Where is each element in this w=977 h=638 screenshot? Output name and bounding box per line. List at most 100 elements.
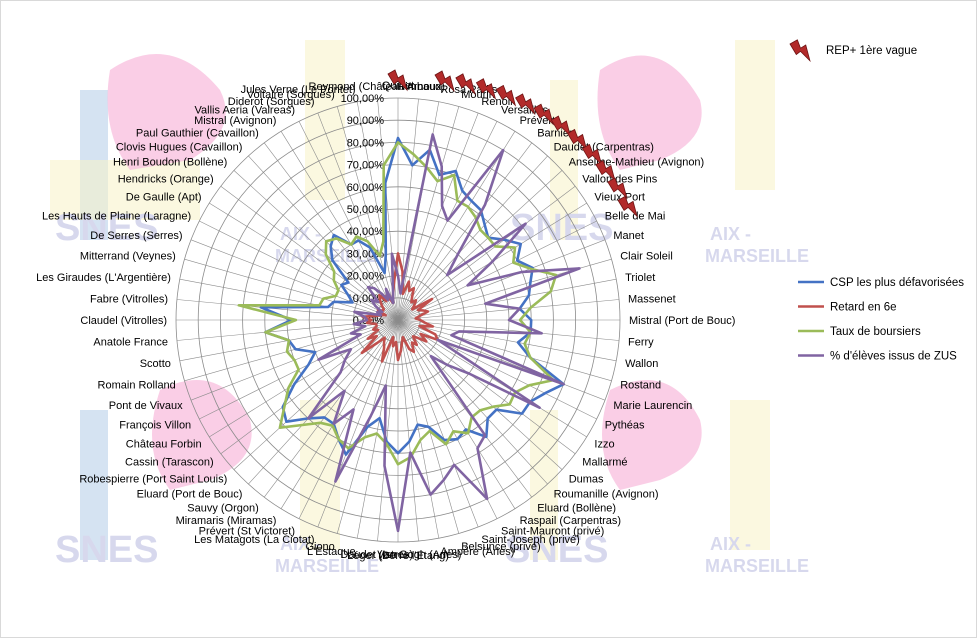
legend-item-label: Retard en 6e <box>830 302 897 314</box>
category-label: Mourin <box>461 89 495 101</box>
grid-spoke <box>233 319 399 470</box>
lightning-icon <box>550 115 572 138</box>
grid-spoke <box>397 319 533 498</box>
category-label: Clovis Hugues (Cavaillon) <box>116 141 243 153</box>
category-label: Rostand <box>620 379 661 391</box>
category-label: Wallon <box>625 358 658 370</box>
watermark-org: SNES <box>505 529 608 571</box>
grid-spoke <box>220 185 399 321</box>
tick-label: 60,00% <box>347 182 385 194</box>
grid-spoke <box>397 319 419 542</box>
grid-spoke <box>209 319 399 438</box>
category-label: Hendricks (Orange) <box>118 173 214 185</box>
tick-label: 90,00% <box>347 115 385 127</box>
category-label: Marie Laurencin <box>613 400 692 412</box>
category-label: Scotto <box>140 358 171 370</box>
lightning-icon <box>595 160 616 182</box>
grid-spoke <box>397 319 548 485</box>
category-label: Vallon des Pins <box>582 173 658 185</box>
lightning-icon <box>789 39 811 63</box>
tick-label: 80,00% <box>347 137 385 149</box>
category-label: Massenet <box>628 293 676 305</box>
category-label: Mistral (Port de Bouc) <box>629 315 735 327</box>
watermark-region-line2: MARSEILLE <box>705 246 809 266</box>
category-label: Fabre (Vitrolles) <box>90 293 168 305</box>
category-label: Mallarmé <box>582 457 627 469</box>
watermark-tile: SNES AIX - MARSEILLE <box>55 380 379 576</box>
lightning-icon <box>495 84 517 107</box>
grid-spoke <box>397 131 516 321</box>
category-label: Giono <box>305 541 334 553</box>
grid-spoke <box>298 319 399 519</box>
lightning-icon <box>455 73 476 96</box>
series-line <box>306 133 581 533</box>
category-label: Les Hauts de Plaine (Laragne) <box>42 210 191 222</box>
watermark-region-line1: AIX - <box>280 534 321 554</box>
lightning-icon <box>567 128 588 151</box>
grid-spoke <box>397 319 479 528</box>
watermark-tile: SNES AIX - MARSEILLE <box>505 380 809 576</box>
grid-spoke <box>317 112 399 321</box>
legend-item-label: % d'élèves issus de ZUS <box>830 351 957 363</box>
watermark-region-line2: MARSEILLE <box>275 556 379 576</box>
watermark-org: SNES <box>55 529 158 571</box>
category-label: Mistral (Avignon) <box>194 115 276 127</box>
grid-spoke <box>209 202 399 321</box>
category-label: Saint-Joseph (privé) <box>481 534 579 546</box>
category-label: Mitterrand (Veynes) <box>80 251 176 263</box>
grid-spoke <box>397 319 612 382</box>
category-label: Voltaire (Sorgues) <box>247 89 335 101</box>
tick-label: 50,00% <box>347 204 385 216</box>
grid-spoke <box>397 319 587 438</box>
tick-label: 20,00% <box>347 271 385 283</box>
tick-label: 40,00% <box>347 226 385 238</box>
category-label: Eluard (Bollène) <box>537 503 616 515</box>
category-label: Van Gogh (Arles) <box>377 549 461 561</box>
lightning-icon <box>581 143 603 166</box>
grid-spoke <box>220 319 399 455</box>
watermark-region-line2: MARSEILLE <box>705 556 809 576</box>
grid-spoke <box>184 319 399 382</box>
grid-spoke <box>280 319 399 509</box>
category-label: Izzo <box>594 439 614 451</box>
watermark-org: SNES <box>55 207 158 249</box>
category-label: Ampère (Arles) <box>440 546 514 558</box>
grid-spoke <box>199 220 399 321</box>
category-label: Renoir <box>481 96 514 108</box>
lightning-icon <box>387 69 408 92</box>
grid-spoke <box>248 319 399 485</box>
grid-spoke <box>397 185 576 321</box>
category-label: Anselme-Mathieu (Avignon) <box>569 157 705 169</box>
grid-spoke <box>397 319 620 341</box>
grid-spoke <box>397 319 617 362</box>
grid-spoke <box>397 155 548 321</box>
category-label: Pythéas <box>605 420 645 432</box>
category-label: Ferry <box>628 337 654 349</box>
grid-spoke <box>377 319 399 542</box>
category-label: Anatole France <box>93 337 168 349</box>
category-label: De Gaulle (Apt) <box>126 191 202 203</box>
lightning-icon <box>607 177 628 200</box>
grid-spoke <box>397 112 479 321</box>
category-label: De Serres (Serres) <box>90 230 182 242</box>
grid-spoke <box>397 319 597 420</box>
rep-plus-markers <box>387 69 638 218</box>
category-label: Roumanille (Avignon) <box>554 489 659 501</box>
grid-spoke <box>298 121 399 321</box>
category-label: Jules Verne (Le Pontet) <box>241 84 356 96</box>
legend-rep-plus-label: REP+ 1ère vague <box>826 45 917 57</box>
grid-spoke <box>397 239 606 321</box>
category-label: Daudet (Carpentras) <box>554 141 654 153</box>
lightning-icon <box>617 195 638 218</box>
category-label: Pont de Vivaux <box>109 400 183 412</box>
grid-spoke <box>397 170 563 321</box>
grid-spoke <box>397 299 620 321</box>
grid-spoke <box>176 319 399 341</box>
category-label: Prévert (St Victoret) <box>199 525 295 537</box>
category-label: Cassin (Tarascon) <box>125 457 214 469</box>
series-line <box>237 141 558 466</box>
watermark-region-line1: AIX - <box>710 534 751 554</box>
